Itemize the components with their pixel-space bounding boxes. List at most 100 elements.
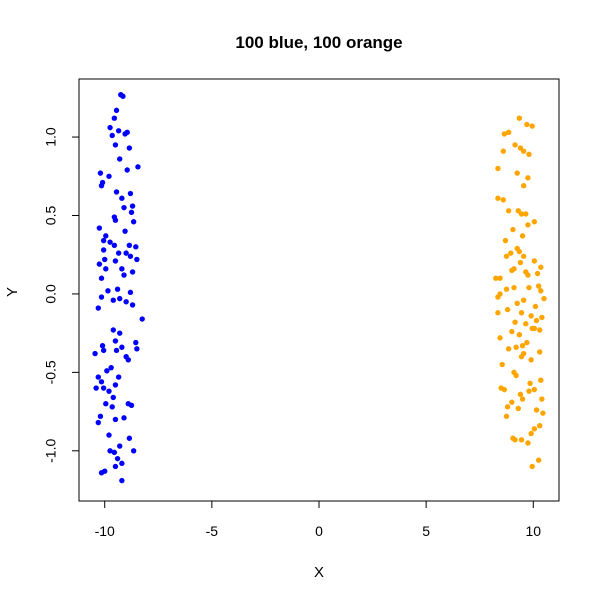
data-point <box>525 272 531 278</box>
data-point <box>501 386 508 393</box>
data-point <box>114 455 121 462</box>
data-point <box>127 253 134 259</box>
x-tick-label: -5 <box>206 523 219 539</box>
data-point <box>105 288 111 294</box>
data-point <box>518 437 525 443</box>
y-tick-label: 0.5 <box>43 206 59 226</box>
data-point <box>99 342 106 349</box>
data-point <box>516 115 523 121</box>
data-point <box>129 269 136 275</box>
data-point <box>107 124 113 131</box>
data-point <box>533 407 540 413</box>
data-point <box>531 219 538 225</box>
data-point <box>96 225 103 231</box>
data-point <box>127 190 134 197</box>
data-point <box>119 195 125 201</box>
data-point <box>508 250 514 256</box>
data-point <box>112 217 119 223</box>
data-point <box>519 233 526 239</box>
data-point <box>527 380 533 387</box>
data-point <box>98 275 105 281</box>
data-point <box>532 303 539 310</box>
x-axis: -10 -5 0 5 10 <box>95 500 541 539</box>
data-point <box>528 430 534 437</box>
data-point <box>113 189 120 195</box>
data-point <box>518 353 525 360</box>
data-point <box>495 310 501 316</box>
data-point <box>103 266 109 272</box>
data-point <box>524 339 530 346</box>
data-point <box>509 267 515 274</box>
data-point <box>520 182 527 189</box>
data-point <box>128 402 135 409</box>
data-point <box>126 145 133 151</box>
data-point <box>525 175 531 181</box>
data-point <box>109 404 115 410</box>
data-point <box>107 239 113 245</box>
data-point <box>516 332 523 338</box>
data-point <box>100 237 107 244</box>
data-point <box>115 128 122 134</box>
data-point <box>504 306 511 313</box>
data-point <box>519 342 526 349</box>
data-point <box>106 432 112 438</box>
data-point <box>519 396 526 402</box>
data-point <box>123 299 129 305</box>
data-point <box>107 448 113 454</box>
data-point <box>520 253 527 259</box>
data-point <box>517 259 524 266</box>
data-point <box>541 295 547 302</box>
data-point <box>523 211 529 217</box>
data-point <box>535 457 542 463</box>
y-axis-label: Y <box>4 287 21 297</box>
data-point <box>511 284 517 291</box>
data-point <box>526 151 532 158</box>
data-point <box>130 448 137 454</box>
data-point <box>523 321 529 327</box>
data-point <box>528 357 534 363</box>
data-point <box>122 228 128 234</box>
data-point <box>515 405 521 412</box>
data-point <box>529 463 535 470</box>
data-point <box>509 328 515 335</box>
data-point <box>513 344 519 350</box>
data-point <box>119 266 125 272</box>
data-point <box>500 148 506 154</box>
data-point <box>112 338 119 344</box>
data-point <box>500 197 506 203</box>
data-point <box>121 415 127 421</box>
data-point <box>528 313 534 319</box>
data-point <box>117 156 123 162</box>
data-point <box>514 170 520 176</box>
data-point <box>535 283 542 289</box>
data-point <box>115 374 122 380</box>
data-point <box>510 226 516 233</box>
data-point <box>539 314 545 321</box>
data-point <box>538 377 544 383</box>
data-point <box>540 410 546 416</box>
data-point <box>119 477 125 484</box>
x-tick-label: 10 <box>525 523 541 539</box>
data-point <box>111 115 118 121</box>
y-axis: -1.0 -0.5 0.0 0.5 1.0 <box>43 127 80 463</box>
data-point <box>120 93 126 99</box>
x-tick-label: 0 <box>315 523 323 539</box>
data-point <box>512 437 518 443</box>
data-point <box>95 374 101 380</box>
data-point <box>133 339 139 346</box>
data-point <box>96 261 103 267</box>
data-point <box>98 182 105 189</box>
data-point <box>128 209 135 216</box>
data-point <box>538 288 544 294</box>
data-point <box>513 372 519 379</box>
data-point <box>505 129 512 136</box>
data-point <box>100 247 107 253</box>
data-point <box>504 404 511 410</box>
data-point <box>517 391 524 398</box>
data-point <box>134 256 140 263</box>
x-tick-label: 5 <box>422 523 430 539</box>
data-point <box>503 413 510 419</box>
data-point <box>129 302 136 308</box>
data-point <box>122 131 128 137</box>
